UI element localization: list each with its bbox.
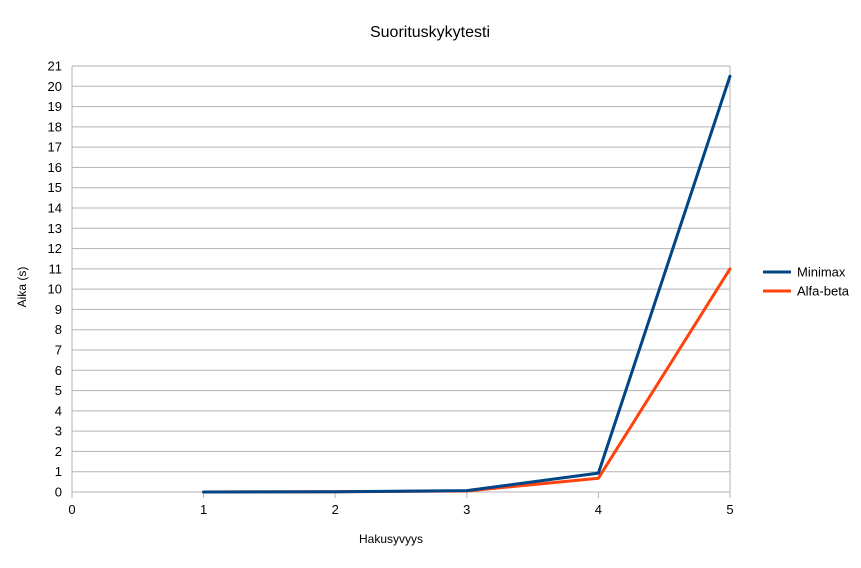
y-tick-label: 21: [48, 59, 62, 74]
y-tick-label: 4: [55, 403, 62, 418]
y-tick-label: 20: [48, 79, 62, 94]
x-tick-label: 3: [463, 502, 470, 517]
x-axis-title: Hakusyvyys: [359, 532, 423, 546]
x-tick-label: 5: [726, 502, 733, 517]
legend-label: Minimax: [797, 265, 846, 280]
y-tick-label: 2: [55, 444, 62, 459]
y-tick-label: 10: [48, 282, 62, 297]
y-tick-label: 3: [55, 424, 62, 439]
y-tick-label: 5: [55, 383, 62, 398]
y-tick-label: 16: [48, 160, 62, 175]
y-tick-label: 11: [49, 261, 63, 276]
axes: [71, 66, 731, 498]
x-tick-label: 2: [332, 502, 339, 517]
series-line-alfa-beta: [202, 267, 732, 494]
gridlines: [72, 65, 730, 493]
y-tick-label: 8: [55, 322, 62, 337]
y-tick-label: 9: [55, 302, 62, 317]
x-axis-tick-labels: 0 1 2 3 4 5: [68, 502, 733, 517]
y-tick-label: 13: [48, 221, 62, 236]
y-tick-label: 18: [48, 119, 62, 134]
x-tick-label: 4: [595, 502, 602, 517]
y-tick-label: 0: [55, 485, 62, 500]
series-line-minimax: [202, 74, 732, 494]
series-lines: [202, 74, 732, 494]
y-tick-label: 14: [48, 201, 62, 216]
y-tick-label: 1: [55, 464, 62, 479]
y-tick-label: 17: [48, 140, 62, 155]
y-tick-label: 7: [55, 343, 62, 358]
legend-label: Alfa-beta: [797, 284, 850, 299]
y-tick-label: 12: [48, 241, 62, 256]
chart-title: Suorituskykytesti: [370, 24, 490, 41]
legend-item: Alfa-beta: [763, 284, 850, 299]
legend-item: Minimax: [763, 265, 846, 280]
legend: Minimax Alfa-beta: [763, 265, 850, 299]
x-tick-label: 1: [200, 502, 207, 517]
x-tick-label: 0: [68, 502, 75, 517]
y-tick-label: 6: [55, 363, 62, 378]
y-tick-label: 19: [48, 99, 62, 114]
y-axis-title: Aika (s): [15, 267, 29, 308]
y-tick-label: 15: [48, 180, 62, 195]
